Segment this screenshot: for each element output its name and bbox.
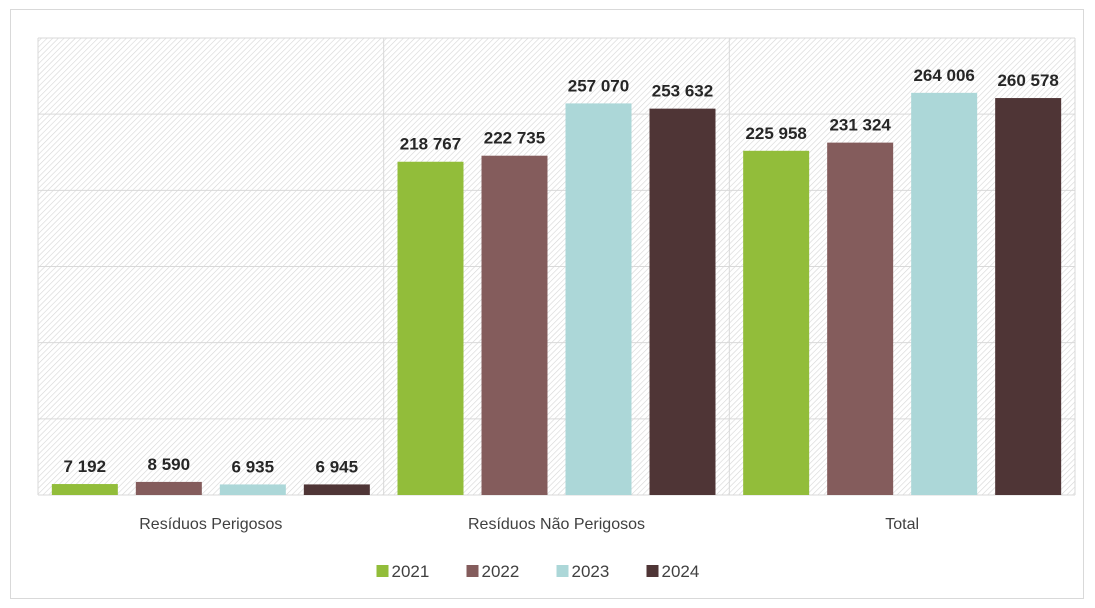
data-label: 222 735 [484,129,545,148]
bar [398,162,464,495]
bar [304,484,370,495]
bar [220,484,286,495]
bar [650,109,716,495]
bar [52,484,118,495]
data-label: 6 945 [316,457,359,476]
data-label: 218 767 [400,135,461,154]
bar [566,103,632,495]
legend-swatch [377,565,389,577]
data-label: 225 958 [745,124,806,143]
data-label: 253 632 [652,82,713,101]
category-tick-label: Resíduos Perigosos [139,516,282,533]
legend-entry: 2022 [482,562,520,581]
bar [827,143,893,495]
data-label: 260 578 [997,71,1058,90]
legend-swatch [467,565,479,577]
data-label: 231 324 [829,116,891,135]
bar [911,93,977,495]
legend-entry: 2021 [392,562,430,581]
data-label: 8 590 [148,455,191,474]
legend-entry: 2023 [572,562,610,581]
data-label: 264 006 [913,66,974,85]
legend-entry: 2024 [662,562,700,581]
bar [743,151,809,495]
bar [995,98,1061,495]
category-tick-label: Total [885,516,919,533]
legend-swatch [557,565,569,577]
data-label: 257 070 [568,76,629,95]
data-label: 6 935 [232,457,275,476]
bar [136,482,202,495]
legend-swatch [647,565,659,577]
category-tick-label: Resíduos Não Perigosos [468,516,645,533]
data-label: 7 192 [64,457,107,476]
bar [482,156,548,495]
